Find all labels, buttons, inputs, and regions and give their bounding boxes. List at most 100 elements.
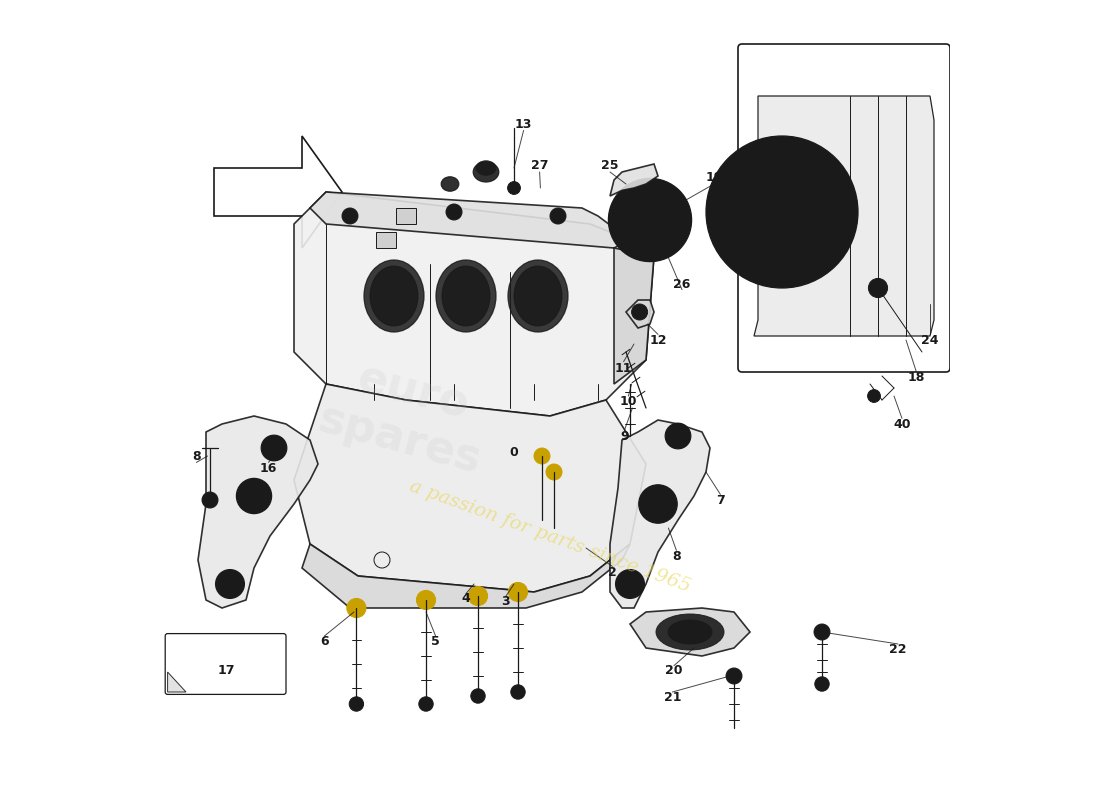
Circle shape (814, 624, 830, 640)
Circle shape (469, 586, 487, 606)
Circle shape (417, 590, 436, 610)
Polygon shape (302, 544, 630, 608)
Polygon shape (626, 300, 654, 328)
Text: 17: 17 (218, 664, 234, 677)
Polygon shape (614, 184, 686, 252)
Ellipse shape (473, 162, 498, 182)
Circle shape (261, 435, 287, 461)
Circle shape (243, 486, 264, 506)
Circle shape (346, 598, 366, 618)
Text: 5: 5 (431, 635, 440, 648)
Circle shape (758, 188, 806, 236)
Circle shape (446, 204, 462, 220)
Circle shape (751, 250, 762, 261)
Circle shape (619, 190, 681, 250)
Ellipse shape (476, 161, 496, 175)
Text: 16: 16 (260, 462, 277, 474)
Circle shape (751, 163, 762, 174)
Ellipse shape (370, 266, 418, 326)
Text: 22: 22 (889, 643, 906, 656)
Circle shape (616, 570, 645, 598)
Circle shape (722, 152, 842, 272)
Circle shape (202, 492, 218, 508)
Circle shape (636, 206, 664, 234)
Bar (396, 208, 416, 224)
Circle shape (621, 576, 638, 592)
Text: 20: 20 (666, 664, 683, 677)
Bar (376, 232, 396, 248)
Circle shape (510, 685, 525, 699)
Text: 0: 0 (509, 446, 518, 458)
Circle shape (631, 304, 648, 320)
Text: 18: 18 (908, 371, 925, 384)
Circle shape (507, 182, 520, 194)
Polygon shape (630, 608, 750, 656)
Polygon shape (167, 672, 186, 692)
Polygon shape (754, 96, 934, 336)
Circle shape (868, 390, 880, 402)
Circle shape (508, 582, 528, 602)
Ellipse shape (441, 177, 459, 191)
Polygon shape (610, 164, 658, 196)
Circle shape (608, 178, 692, 262)
Text: 26: 26 (673, 278, 691, 290)
Circle shape (868, 278, 888, 298)
Text: 4: 4 (462, 592, 471, 605)
Polygon shape (310, 192, 630, 248)
Text: 8: 8 (672, 550, 681, 562)
Ellipse shape (668, 620, 712, 644)
Text: 11: 11 (615, 362, 632, 374)
Text: 9: 9 (620, 430, 629, 442)
Circle shape (222, 576, 238, 592)
Circle shape (534, 448, 550, 464)
Text: 6: 6 (320, 635, 329, 648)
Ellipse shape (514, 266, 562, 326)
Text: 19: 19 (705, 171, 723, 184)
Polygon shape (294, 384, 646, 592)
Circle shape (770, 200, 794, 224)
Text: 40: 40 (893, 418, 911, 430)
Text: 8: 8 (192, 450, 200, 462)
Text: 27: 27 (531, 159, 548, 172)
Circle shape (546, 464, 562, 480)
Text: 13: 13 (515, 118, 532, 130)
Circle shape (726, 668, 742, 684)
Ellipse shape (436, 260, 496, 332)
Circle shape (639, 485, 678, 523)
Text: 21: 21 (663, 691, 681, 704)
Circle shape (801, 163, 813, 174)
Circle shape (471, 689, 485, 703)
Text: 7: 7 (716, 494, 725, 506)
Circle shape (644, 214, 657, 226)
Text: a passion for parts since 1965: a passion for parts since 1965 (407, 477, 693, 595)
Circle shape (349, 697, 364, 711)
Text: 3: 3 (502, 595, 510, 608)
Circle shape (815, 677, 829, 691)
Text: 25: 25 (602, 159, 618, 172)
Circle shape (216, 570, 244, 598)
FancyBboxPatch shape (165, 634, 286, 694)
Circle shape (550, 208, 566, 224)
Polygon shape (294, 192, 654, 416)
Circle shape (666, 423, 691, 449)
Ellipse shape (442, 266, 490, 326)
Ellipse shape (508, 260, 568, 332)
Circle shape (706, 136, 858, 288)
Circle shape (727, 206, 738, 218)
Text: 12: 12 (649, 334, 667, 346)
Polygon shape (214, 136, 342, 248)
Circle shape (826, 206, 837, 218)
Circle shape (742, 172, 822, 252)
Circle shape (801, 250, 813, 261)
Polygon shape (198, 416, 318, 608)
Circle shape (236, 478, 272, 514)
Text: 10: 10 (619, 395, 637, 408)
Polygon shape (610, 420, 710, 608)
Circle shape (647, 493, 669, 515)
Ellipse shape (656, 614, 724, 650)
Circle shape (419, 697, 433, 711)
Circle shape (342, 208, 358, 224)
Text: 2: 2 (608, 566, 617, 578)
Ellipse shape (364, 260, 424, 332)
FancyBboxPatch shape (738, 44, 950, 372)
